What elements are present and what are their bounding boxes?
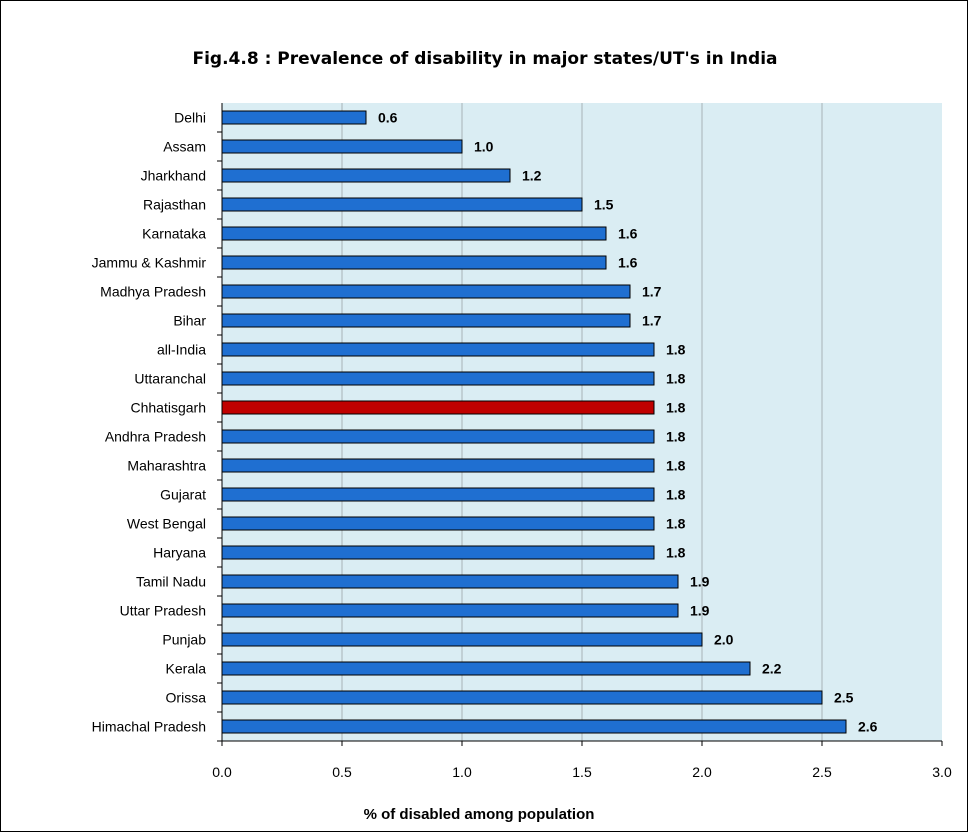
category-label: Madhya Pradesh [100, 284, 206, 300]
bar-tamil-nadu [221, 574, 679, 589]
x-axis-title: % of disabled among population [364, 806, 595, 823]
category-label: Gujarat [160, 487, 206, 503]
value-label: 1.6 [618, 255, 638, 271]
bar-haryana [221, 545, 655, 560]
bar-delhi [221, 110, 367, 125]
category-label: Bihar [173, 313, 206, 329]
category-label: Karnataka [142, 226, 206, 242]
bar-andhra-pradesh [221, 429, 655, 444]
value-label: 1.2 [522, 168, 542, 184]
x-tick-label: 0.5 [332, 764, 352, 780]
category-label: Himachal Pradesh [92, 719, 206, 735]
category-label: Orissa [166, 690, 207, 706]
category-label: Maharashtra [127, 458, 206, 474]
bar-chhatisgarh [221, 400, 655, 415]
category-label: Haryana [153, 545, 206, 561]
value-label: 1.8 [666, 516, 686, 532]
value-label: 1.7 [642, 313, 662, 329]
category-label: Chhatisgarh [131, 400, 207, 416]
category-label: Uttaranchal [134, 371, 206, 387]
bar-all-india [221, 342, 655, 357]
value-label: 1.8 [666, 371, 686, 387]
bar-bihar [221, 313, 631, 328]
value-label: 1.9 [690, 574, 710, 590]
value-label: 1.8 [666, 458, 686, 474]
bar-kerala [221, 661, 751, 676]
bar-gujarat [221, 487, 655, 502]
category-label: all-India [157, 342, 206, 358]
value-label: 1.0 [474, 139, 494, 155]
bar-jharkhand [221, 168, 511, 183]
chart-title: Fig.4.8 : Prevalence of disability in ma… [192, 49, 778, 69]
bar-jammu-kashmir [221, 255, 607, 270]
value-label: 1.9 [690, 603, 710, 619]
category-label: Uttar Pradesh [120, 603, 206, 619]
category-labels: Delhi Assam Jharkhand Rajasthan Karnataka Jam… [92, 110, 222, 742]
x-tick-label: 0.0 [212, 764, 232, 780]
x-tick-label: 2.5 [812, 764, 832, 780]
category-label: Assam [163, 139, 206, 155]
value-labels: 0.61.01.21.51.61.61.71.71.81.81.81.81.81… [378, 110, 878, 735]
value-label: 1.8 [666, 487, 686, 503]
category-label: Jharkhand [141, 168, 206, 184]
category-label: Punjab [162, 632, 206, 648]
category-label: Tamil Nadu [136, 574, 206, 590]
x-tick-label: 3.0 [932, 764, 952, 780]
bar-himachal-pradesh [221, 719, 847, 734]
bar-uttar-pradesh [221, 603, 679, 618]
value-label: 1.8 [666, 545, 686, 561]
bar-madhya-pradesh [221, 284, 631, 299]
value-label: 1.8 [666, 342, 686, 358]
x-tick-label: 1.0 [452, 764, 472, 780]
category-label: Andhra Pradesh [105, 429, 206, 445]
bar-punjab [221, 632, 703, 647]
value-label: 2.6 [858, 719, 878, 735]
bar-uttaranchal [221, 371, 655, 386]
value-label: 2.2 [762, 661, 782, 677]
x-tick-labels: 0.0 0.5 1.0 1.5 2.0 2.5 3.0 [212, 741, 952, 780]
category-label: Kerala [166, 661, 207, 677]
value-label: 1.5 [594, 197, 614, 213]
category-label: Rajasthan [143, 197, 206, 213]
bar-orissa [221, 690, 823, 705]
x-tick-label: 2.0 [692, 764, 712, 780]
value-label: 0.6 [378, 110, 398, 126]
bar-west-bengal [221, 516, 655, 531]
x-tick-label: 1.5 [572, 764, 592, 780]
bar-karnataka [221, 226, 607, 241]
value-label: 1.8 [666, 400, 686, 416]
bar-assam [221, 139, 463, 154]
value-label: 2.5 [834, 690, 854, 706]
value-label: 1.7 [642, 284, 662, 300]
bar-maharashtra [221, 458, 655, 473]
value-label: 2.0 [714, 632, 734, 648]
value-label: 1.6 [618, 226, 638, 242]
category-label: West Bengal [127, 516, 206, 532]
category-label: Delhi [174, 110, 206, 126]
category-label: Jammu & Kashmir [92, 255, 207, 271]
value-label: 1.8 [666, 429, 686, 445]
bar-rajasthan [221, 197, 583, 212]
